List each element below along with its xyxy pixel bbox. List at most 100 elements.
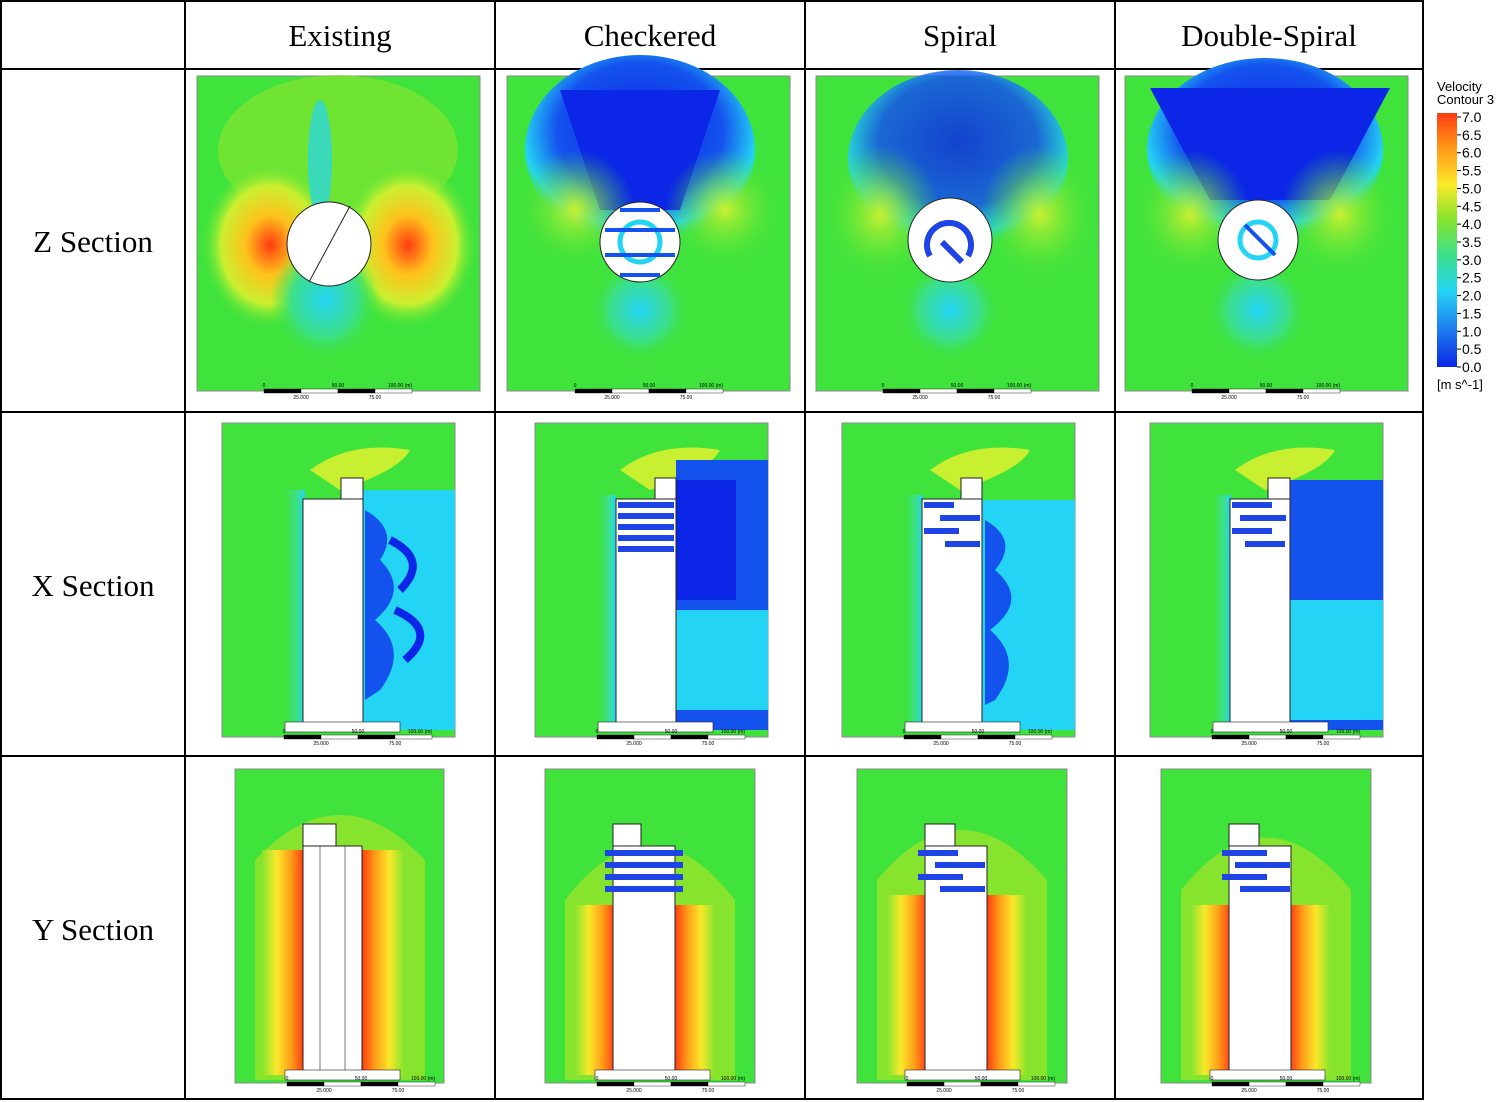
- scale-bar-label: 50.00: [975, 1076, 988, 1082]
- scale-bars: 0 50.00 100.00 (m) 25.000 75.00 0 50.00 100.00 …: [263, 383, 1361, 1094]
- scale-bar-segment: [360, 1081, 399, 1087]
- scale-bar: 0 50.00 100.00 (m) 25.000 75.00: [906, 1076, 1056, 1094]
- scale-bar-segment: [1322, 1081, 1361, 1087]
- building-elevation: [921, 498, 983, 728]
- legend-tick-label: 4.0: [1462, 216, 1482, 232]
- scale-bar-label: 25.000: [313, 741, 329, 747]
- scale-bar-segment: [633, 1081, 672, 1087]
- legend-tick-label: 6.0: [1462, 145, 1482, 161]
- legend-tick-label: 3.0: [1462, 252, 1482, 268]
- scale-bar-segment: [374, 388, 413, 394]
- scale-bar-label: 75.00: [392, 1088, 405, 1094]
- scale-bar-label: 50.00: [1280, 1076, 1293, 1082]
- scale-bar-segment: [670, 1081, 709, 1087]
- row-label-z-section: Z Section: [33, 224, 153, 259]
- z-section-double-spiral-contour: [1124, 58, 1409, 392]
- scale-bar-segment: [685, 388, 724, 394]
- scale-bar-label: 75.00: [680, 395, 693, 401]
- scale-bar: 0 50.00 100.00 (m) 25.000 75.00: [596, 1076, 746, 1094]
- scale-bar-label: 100.00 (m): [699, 383, 724, 389]
- scale-bar-segment: [323, 1081, 362, 1087]
- building-elevation: [615, 498, 677, 728]
- scale-bar-label: 25.000: [933, 741, 949, 747]
- scale-bar-segment: [1211, 734, 1250, 740]
- scale-bar-label: 25.000: [293, 395, 309, 401]
- column-header-checkered: Checkered: [584, 18, 717, 53]
- building-footprint: [907, 197, 993, 283]
- scale-bar-label: 100.00 (m): [1028, 729, 1053, 735]
- scale-bar-segment: [397, 1081, 436, 1087]
- scale-bar-segment: [1017, 1081, 1056, 1087]
- scale-bar-label: 75.00: [369, 395, 382, 401]
- legend-unit: [m s^-1]: [1437, 377, 1483, 392]
- scale-bar-segment: [956, 388, 995, 394]
- scale-bar-label: 100.00 (m): [411, 1076, 436, 1082]
- scale-bar-segment: [1265, 388, 1304, 394]
- scale-bar-segment: [1248, 734, 1287, 740]
- scale-bar-segment: [283, 734, 322, 740]
- y-section-checkered-contour: [544, 768, 756, 1084]
- scale-bar-segment: [1211, 1081, 1250, 1087]
- z-section-existing-contour: [196, 75, 481, 392]
- scale-bar-label: 0: [1211, 1076, 1214, 1082]
- scale-bar-label: 100.00 (m): [1007, 383, 1032, 389]
- scale-bar-label: 100.00 (m): [721, 1076, 746, 1082]
- scale-bar-segment: [980, 1081, 1019, 1087]
- scale-bar-segment: [1191, 388, 1230, 394]
- scale-bar-label: 25.000: [1221, 395, 1237, 401]
- building-elevation: [924, 845, 988, 1075]
- scale-bar: 0 50.00 100.00 (m) 25.000 75.00: [286, 1076, 436, 1094]
- scale-bar-label: 0: [286, 1076, 289, 1082]
- scale-bar-label: 25.000: [912, 395, 928, 401]
- scale-bar: 0 50.00 100.00 (m) 25.000 75.00: [882, 383, 1032, 401]
- scale-bar-label: 0: [1191, 383, 1194, 389]
- scale-bar-label: 100.00 (m): [1031, 1076, 1056, 1082]
- scale-bar-segment: [574, 388, 613, 394]
- scale-bar-label: 100.00 (m): [1336, 729, 1361, 735]
- scale-bar-segment: [320, 734, 359, 740]
- scale-bar-segment: [1014, 734, 1053, 740]
- legend-subtitle: Contour 3: [1437, 92, 1494, 107]
- scale-bar-label: 50.00: [951, 383, 964, 389]
- scale-bar-segment: [611, 388, 650, 394]
- scale-bar-label: 75.00: [1297, 395, 1310, 401]
- z-section-checkered-contour: [506, 55, 791, 392]
- x-section-spiral-contour: [841, 422, 1076, 738]
- scale-bar-label: 0: [574, 383, 577, 389]
- legend-title: Velocity: [1437, 79, 1482, 94]
- scale-bar-label: 50.00: [643, 383, 656, 389]
- legend-tick-label: 6.5: [1462, 127, 1482, 143]
- scale-bar-label: 25.000: [936, 1088, 952, 1094]
- y-section-double-spiral-contour: [1160, 768, 1372, 1084]
- scale-bar: 0 50.00 100.00 (m) 25.000 75.00: [283, 729, 433, 747]
- scale-bar-label: 50.00: [332, 383, 345, 389]
- scale-bar-segment: [286, 1081, 325, 1087]
- table-grid: [0, 0, 1424, 1100]
- scale-bar-segment: [1285, 734, 1324, 740]
- scale-bar-label: 0: [596, 1076, 599, 1082]
- scale-bar-label: 75.00: [1317, 741, 1330, 747]
- scale-bar-label: 75.00: [1317, 1088, 1330, 1094]
- x-section-double-spiral-contour: [1149, 422, 1384, 738]
- scale-bar-label: 75.00: [702, 741, 715, 747]
- y-section-spiral-contour: [856, 768, 1068, 1084]
- scale-bar-label: 100.00 (m): [388, 383, 413, 389]
- scale-bar-label: 25.000: [1241, 1088, 1257, 1094]
- scale-bar-label: 75.00: [702, 1088, 715, 1094]
- column-header-double-spiral: Double-Spiral: [1181, 18, 1357, 53]
- scale-bar: 0 50.00 100.00 (m) 25.000 75.00: [1191, 383, 1341, 401]
- column-header-spiral: Spiral: [923, 18, 997, 53]
- x-section-checkered-contour: [534, 422, 769, 738]
- row-label-y-section: Y Section: [32, 912, 154, 947]
- scale-bar-label: 50.00: [972, 729, 985, 735]
- legend-tick-label: 5.5: [1462, 163, 1482, 179]
- building-elevation: [302, 845, 363, 1075]
- scale-bar-segment: [1285, 1081, 1324, 1087]
- y-section-existing-contour: [234, 768, 445, 1084]
- scale-bar-segment: [1322, 734, 1361, 740]
- scale-bar-segment: [993, 388, 1032, 394]
- row-label-x-section: X Section: [31, 568, 155, 603]
- scale-bar: 0 50.00 100.00 (m) 25.000 75.00: [1211, 1076, 1361, 1094]
- scale-bar-segment: [1248, 1081, 1287, 1087]
- legend-tick-label: 1.0: [1462, 323, 1482, 339]
